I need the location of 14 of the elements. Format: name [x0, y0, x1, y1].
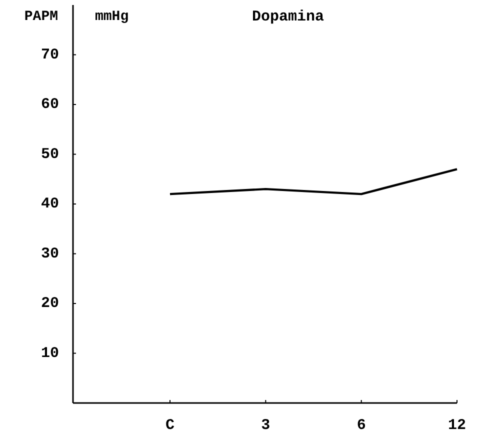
x-tick-label: 12 [448, 417, 466, 430]
x-tick-label: C [165, 417, 175, 430]
y-axis-title: PAPM [24, 9, 58, 25]
y-tick-label: 20 [40, 295, 59, 312]
y-tick-label: 40 [40, 196, 59, 212]
y-tick-label: 50 [40, 146, 59, 163]
x-tick-label: 6 [356, 417, 366, 430]
chart-title: Dopamina [252, 8, 324, 26]
annotation: mmHg [95, 9, 129, 25]
y-tick-label: 60 [40, 96, 59, 113]
y-tick-label: 10 [40, 344, 59, 362]
x-tick-label: 3 [261, 417, 270, 430]
y-tick-label: 30 [40, 245, 59, 262]
y-tick-label: 70 [40, 46, 59, 64]
